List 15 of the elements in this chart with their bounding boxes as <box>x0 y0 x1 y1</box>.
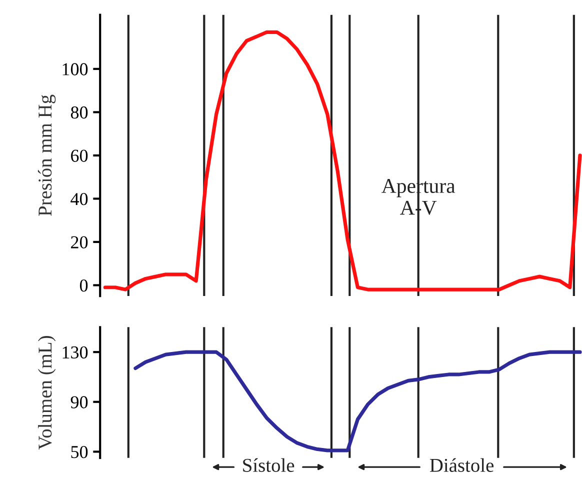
line-series <box>103 30 582 292</box>
y-tick-label: 20 <box>71 236 88 248</box>
y-tick-label: 0 <box>80 279 88 292</box>
text: Diástole <box>430 458 494 472</box>
y-tick-label: 130 <box>62 346 88 359</box>
y-tick-label: 80 <box>70 106 88 119</box>
text: Sístole <box>243 458 294 472</box>
y-tick-label: 60 <box>71 150 88 162</box>
y-tick-label: 40 <box>70 192 88 206</box>
y-tick-label: 90 <box>70 396 88 408</box>
y-axis-title: Volumen (mL) <box>38 336 56 450</box>
y-tick-label: 50 <box>71 446 88 458</box>
y-tick-label: 100 <box>62 63 88 76</box>
line-series <box>134 350 582 452</box>
y-axis-title: Presión mm Hg <box>38 94 56 216</box>
